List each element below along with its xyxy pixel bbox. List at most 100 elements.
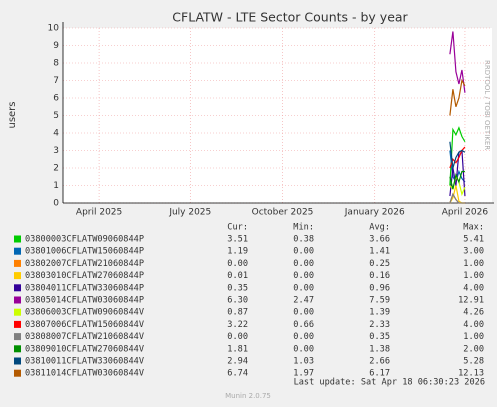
legend-stat: 0.96	[369, 283, 390, 293]
x-tick-label: April 2025	[76, 208, 122, 218]
legend-stat: 0.00	[293, 308, 314, 318]
legend-header: Max:	[463, 223, 484, 233]
x-tick-label: October 2025	[252, 208, 314, 218]
legend-stat: 0.38	[293, 235, 314, 245]
legend-stat: 3.66	[369, 235, 390, 245]
legend-stat: 12.13	[458, 369, 484, 379]
legend-stat: 1.81	[227, 344, 248, 354]
y-tick-label: 7	[53, 76, 59, 86]
legend-stat: 5.41	[463, 235, 484, 245]
legend-stat: 6.74	[227, 369, 248, 379]
legend-stat: 0.00	[293, 259, 314, 269]
series-line	[449, 170, 465, 190]
legend-swatch	[14, 247, 21, 255]
y-axis-label: users	[7, 101, 18, 128]
y-tick-label: 8	[53, 59, 59, 69]
series-line	[449, 31, 466, 93]
y-tick-label: 2	[53, 164, 59, 174]
series-line	[449, 149, 466, 197]
legend-stat: 1.41	[369, 247, 390, 257]
legend-stat: 0.00	[293, 332, 314, 342]
series-line	[449, 141, 466, 169]
legend-swatch	[14, 320, 21, 328]
x-tick-label: April 2026	[442, 208, 489, 218]
legend-label: 03805014CFLATW03060844P	[25, 296, 144, 306]
legend-header: Avg:	[369, 223, 390, 233]
legend-stat: 12.91	[458, 296, 484, 306]
legend-stat: 0.16	[369, 271, 390, 281]
series-line	[449, 192, 465, 204]
legend-stat: 3.51	[227, 235, 248, 245]
chart-title: CFLATW - LTE Sector Counts - by year	[172, 10, 408, 25]
legend-label: 03809010CFLATW27060844V	[25, 344, 144, 354]
y-tick-label: 3	[53, 146, 59, 156]
legend-stat: 1.39	[369, 308, 390, 318]
legend-stat: 2.00	[463, 344, 484, 354]
legend-label: 03811014CFLATW03060844V	[25, 369, 144, 379]
legend-label: 03807006CFLATW15060844V	[25, 320, 144, 330]
legend-stat: 7.59	[369, 296, 390, 306]
y-tick-label: 9	[53, 41, 59, 51]
legend-stat: 0.35	[227, 283, 248, 293]
legend-header: Min:	[293, 223, 314, 233]
y-tick-label: 10	[48, 24, 60, 34]
y-tick-label: 1	[53, 181, 59, 191]
legend-stat: 1.00	[463, 259, 484, 269]
legend-swatch	[14, 345, 21, 353]
legend-stat: 0.01	[227, 271, 248, 281]
legend-label: 03803010CFLATW27060844P	[25, 271, 144, 281]
legend-label: 03802007CFLATW21060844P	[25, 259, 144, 269]
y-tick-label: 6	[53, 94, 59, 104]
legend-stat: 1.00	[463, 332, 484, 342]
legend-swatch	[14, 259, 21, 267]
legend-stat: 2.47	[293, 296, 314, 306]
legend-stat: 0.00	[227, 332, 248, 342]
side-label: RRDTOOL / TOBI OETIKER	[483, 60, 491, 150]
legend-swatch	[14, 235, 21, 243]
legend-label: 03806003CFLATW09060844V	[25, 308, 144, 318]
legend-stat: 3.22	[227, 320, 248, 330]
legend-label: 03801006CFLATW15060844P	[25, 247, 144, 257]
legend-stat: 0.00	[293, 247, 314, 257]
x-tick-label: January 2026	[344, 208, 405, 218]
legend-label: 03810011CFLATW33060844V	[25, 357, 144, 367]
legend-swatch	[14, 369, 21, 377]
series-line	[449, 78, 466, 116]
legend-stat: 0.00	[293, 271, 314, 281]
legend-stat: 1.00	[463, 271, 484, 281]
legend-stat: 1.03	[293, 357, 314, 367]
legend-label: 03804011CFLATW33060844P	[25, 283, 144, 293]
y-tick-label: 4	[53, 129, 59, 139]
legend-stat: 0.25	[369, 259, 390, 269]
legend-swatch	[14, 284, 21, 292]
legend-swatch	[14, 308, 21, 316]
legend-stat: 0.35	[369, 332, 390, 342]
legend-stat: 0.00	[293, 344, 314, 354]
legend-stat: 2.33	[369, 320, 390, 330]
legend-stat: 4.00	[463, 320, 484, 330]
series-line	[449, 126, 466, 186]
plot-area	[63, 28, 492, 203]
legend-stat: 3.00	[463, 247, 484, 257]
y-tick-label: 0	[53, 199, 59, 209]
x-tick-label: July 2025	[168, 208, 211, 218]
legend-stat: 2.94	[227, 357, 248, 367]
legend-stat: 5.28	[463, 357, 484, 367]
last-update: Last update: Sat Apr 18 06:30:23 2026	[294, 378, 485, 388]
legend-stat: 1.97	[293, 369, 314, 379]
legend-swatch	[14, 296, 21, 304]
footer: Munin 2.0.75	[225, 392, 271, 400]
legend-stat: 0.87	[227, 308, 248, 318]
legend-stat: 6.17	[369, 369, 390, 379]
legend-stat: 6.30	[227, 296, 248, 306]
legend-swatch	[14, 333, 21, 341]
legend-stat: 0.66	[293, 320, 314, 330]
legend-header: Cur:	[227, 223, 248, 233]
legend-stat: 2.66	[369, 357, 390, 367]
legend-label: 03800003CFLATW09060844P	[25, 235, 144, 245]
legend-swatch	[14, 357, 21, 365]
legend-stat: 0.00	[227, 259, 248, 269]
legend-stat: 4.00	[463, 283, 484, 293]
legend-stat: 4.26	[463, 308, 484, 318]
